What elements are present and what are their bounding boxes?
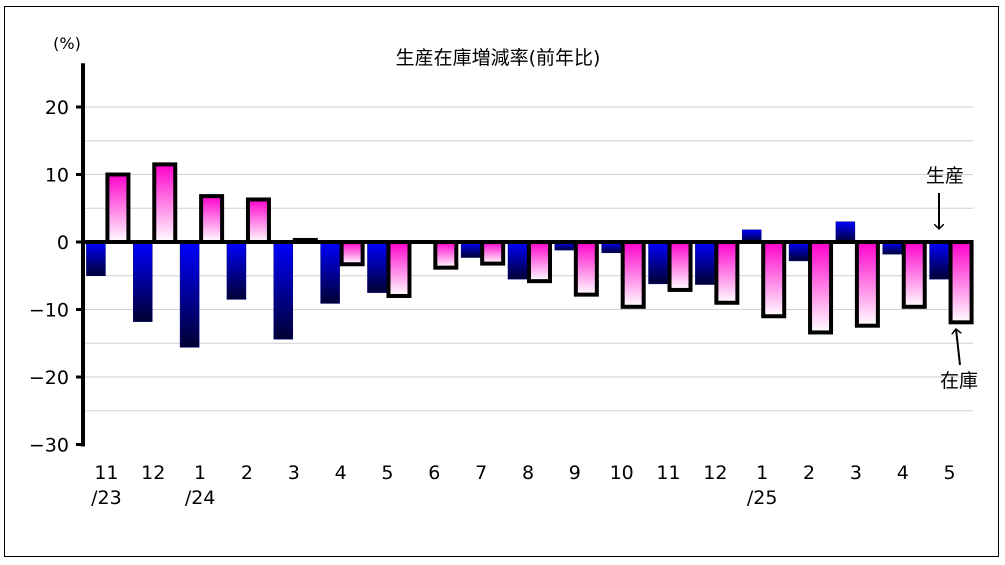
x-tick-label: 1 (194, 462, 206, 484)
y-tick-label: 20 (45, 97, 69, 119)
bar-inventory (854, 240, 880, 328)
bars (86, 162, 974, 348)
bar-production (320, 241, 340, 304)
bar-inventory (152, 162, 178, 244)
bar-inventory (527, 240, 552, 284)
arrow-inventory (956, 329, 960, 366)
annotations: 生産在庫 (926, 165, 978, 392)
x-tick-label: 3 (288, 462, 300, 484)
y-tick-label: 0 (57, 232, 69, 254)
x-tick-label: 7 (475, 462, 487, 484)
x-tick-label: 4 (335, 462, 347, 484)
bar-production (460, 241, 481, 258)
bar-inventory (620, 240, 646, 309)
bar-inventory (808, 240, 834, 335)
x-tick-label: 12 (141, 462, 165, 484)
y-tick-label: −20 (29, 367, 69, 389)
bar-production (507, 241, 528, 280)
x-tick-label: 8 (522, 462, 534, 484)
bar-production (648, 241, 668, 285)
unit-label: (%) (53, 34, 81, 53)
bar-inventory (948, 240, 974, 325)
x-tick-label: 10 (610, 462, 634, 484)
bar-production (835, 221, 856, 243)
x-tick-sublabel: /25 (747, 487, 778, 509)
bar-inventory (667, 240, 693, 292)
x-tick-label: 9 (569, 462, 581, 484)
bar-inventory (761, 240, 787, 319)
bar-inventory (245, 197, 271, 245)
y-tick-label: −10 (29, 300, 69, 322)
x-tick-label: 11 (656, 462, 680, 484)
bar-inventory (105, 172, 131, 244)
x-tick-label: 2 (803, 462, 815, 484)
y-tick-label: 10 (45, 165, 69, 187)
bar-production (788, 241, 809, 262)
bar-inventory (901, 240, 927, 309)
bar-inventory (433, 240, 459, 270)
x-tick-label: 1 (756, 462, 768, 484)
bar-inventory (386, 240, 412, 298)
annotation-inventory: 在庫 (940, 370, 978, 392)
bar-inventory (714, 240, 740, 305)
bar-inventory (339, 240, 365, 267)
bar-inventory (573, 240, 599, 297)
bar-production (179, 241, 200, 348)
x-tick-label: 4 (897, 462, 909, 484)
bar-production (273, 241, 294, 340)
bar-production (695, 241, 715, 285)
axes (76, 63, 973, 447)
x-tick-label: 2 (241, 462, 253, 484)
x-tick-label: 12 (703, 462, 727, 484)
x-tick-label: 3 (850, 462, 862, 484)
chart-frame: 20 10 0 −10 −20 −30 11/23 12 1/24 2 3 4 5 6 7 8 9 10 11 12 1… (4, 6, 999, 557)
bar-production (226, 241, 247, 300)
bar-production (367, 241, 387, 293)
bar-production (133, 241, 153, 322)
bar-inventory (480, 240, 506, 266)
x-tick-label: 5 (944, 462, 956, 484)
x-tick-label: 6 (428, 462, 440, 484)
y-tick-label: −30 (29, 435, 69, 457)
bar-production (86, 241, 106, 276)
bar-production (929, 241, 949, 280)
chart-title: 生産在庫増減率(前年比) (396, 47, 601, 69)
x-tick-sublabel: /24 (185, 487, 216, 509)
x-tick-sublabel: /23 (91, 487, 122, 509)
x-tick-label: 5 (381, 462, 393, 484)
x-tick-label: 11 (94, 462, 118, 484)
annotation-production: 生産 (926, 165, 964, 187)
bar-inventory (199, 194, 225, 245)
